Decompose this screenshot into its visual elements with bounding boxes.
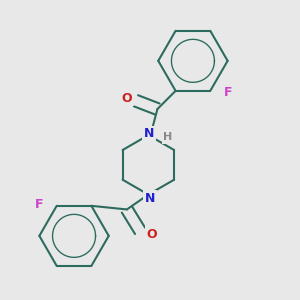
Text: F: F (224, 86, 233, 99)
Text: O: O (122, 92, 132, 105)
Text: F: F (35, 198, 44, 211)
Text: O: O (146, 228, 157, 241)
Text: N: N (145, 192, 155, 205)
Text: N: N (144, 127, 154, 140)
Text: H: H (164, 132, 172, 142)
